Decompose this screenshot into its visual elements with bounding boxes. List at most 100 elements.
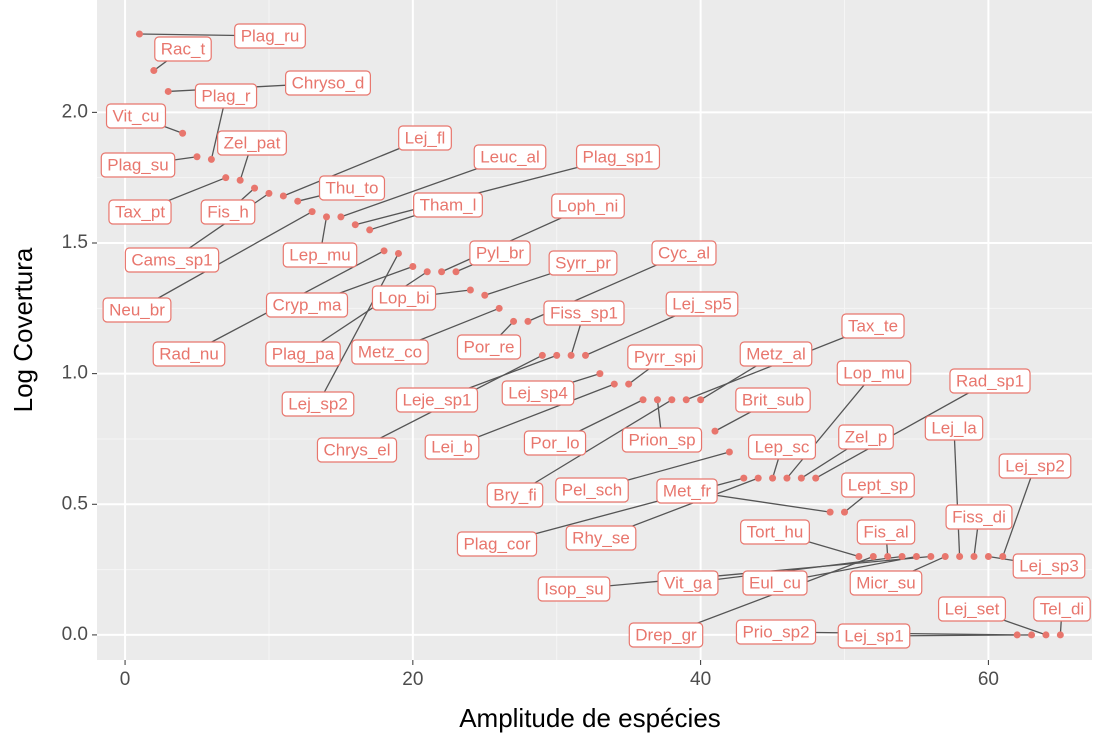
point-label: Lop_bi — [378, 288, 429, 307]
point — [625, 380, 633, 388]
label-box — [501, 380, 575, 406]
y-tick-label: 2.0 — [62, 101, 88, 122]
label-box — [424, 434, 480, 460]
label-segment — [786, 372, 875, 479]
point — [999, 553, 1007, 561]
point — [668, 396, 676, 404]
point — [941, 553, 949, 561]
label-box — [371, 285, 437, 311]
point-label: Metz_co — [358, 342, 422, 361]
label-box — [473, 144, 547, 170]
label-box — [543, 300, 625, 326]
label-segment — [451, 383, 615, 448]
point — [869, 553, 877, 561]
label-segment — [136, 211, 313, 311]
point-label: Tax_pt — [115, 202, 165, 221]
point — [380, 247, 388, 255]
point-label: Lej_set — [945, 599, 1000, 618]
point-label: Lej_sp5 — [672, 294, 732, 313]
point-label: Drep_gr — [635, 625, 697, 644]
label-box — [456, 531, 538, 557]
point — [236, 176, 244, 184]
point-label: Lej_sp1 — [844, 626, 904, 645]
point — [495, 304, 503, 312]
label-box — [924, 415, 984, 441]
point-label: Leuc_al — [480, 147, 540, 166]
x-tick-label: 60 — [978, 669, 999, 690]
point — [639, 396, 647, 404]
label-box — [740, 519, 810, 545]
label-box — [841, 472, 915, 498]
point — [754, 474, 762, 482]
point-label: Tham_l — [420, 195, 477, 214]
label-box — [469, 240, 531, 266]
point — [725, 448, 733, 456]
point-label: Vit_cu — [113, 106, 160, 125]
label-box — [837, 623, 911, 649]
label-box — [735, 619, 817, 645]
point — [207, 155, 215, 163]
y-tick-label: 0.0 — [62, 624, 88, 645]
label-box — [849, 570, 923, 596]
y-tick-label: 1.5 — [62, 232, 88, 253]
point-label: Bry_fi — [493, 485, 536, 504]
point-label: Eul_cu — [749, 573, 801, 592]
point — [179, 129, 187, 137]
point — [251, 184, 259, 192]
point-label: Zel_p — [845, 427, 888, 446]
label-box — [154, 36, 212, 62]
point-label: Plag_ru — [241, 26, 300, 45]
point-label: Rad_sp1 — [956, 371, 1024, 390]
point-label: Rac_t — [161, 39, 206, 58]
point-label: Lej_sp2 — [288, 394, 348, 413]
point — [150, 67, 158, 75]
x-tick-label: 0 — [120, 669, 131, 690]
point — [970, 553, 978, 561]
label-box — [949, 368, 1031, 394]
label-box — [102, 297, 172, 323]
point-label: Cyc_al — [658, 243, 710, 262]
point — [409, 263, 417, 271]
point — [841, 508, 849, 516]
point-label: Prion_sp — [628, 430, 695, 449]
label-box — [194, 83, 258, 109]
point-label: Plag_pa — [272, 344, 335, 363]
label-segment — [514, 399, 673, 496]
point — [423, 268, 431, 276]
point-label: Por_re — [463, 337, 514, 356]
y-tick-label: 0.5 — [62, 493, 88, 514]
point-label: Chrys_el — [323, 440, 390, 459]
point — [697, 396, 705, 404]
point — [279, 192, 287, 200]
point — [438, 268, 446, 276]
label-box — [217, 130, 287, 156]
label-box — [282, 242, 358, 268]
label-box — [856, 519, 916, 545]
point-label: Thu_to — [326, 178, 379, 197]
point-label: Neu_br — [109, 300, 165, 319]
x-tick-label: 20 — [402, 669, 423, 690]
label-segment — [355, 156, 619, 226]
point-label: Fis_al — [863, 522, 908, 541]
point — [855, 553, 863, 561]
point — [653, 396, 661, 404]
label-box — [152, 341, 226, 367]
point — [481, 291, 489, 299]
label-box — [351, 339, 429, 365]
y-tick-label: 1.0 — [62, 363, 88, 384]
point-label: Met_fr — [663, 481, 712, 500]
label-box — [124, 247, 220, 273]
label-box — [523, 430, 587, 456]
label-box — [548, 250, 618, 276]
label-box — [836, 360, 912, 386]
label-box — [486, 482, 544, 508]
point — [1042, 631, 1050, 639]
label-box — [100, 152, 176, 178]
point-label: Pel_sch — [562, 480, 622, 499]
point-label: Lep_sc — [755, 437, 810, 456]
point — [538, 351, 546, 359]
label-box — [1033, 596, 1091, 622]
label-box — [747, 434, 817, 460]
label-box — [395, 387, 479, 413]
label-box — [316, 437, 398, 463]
